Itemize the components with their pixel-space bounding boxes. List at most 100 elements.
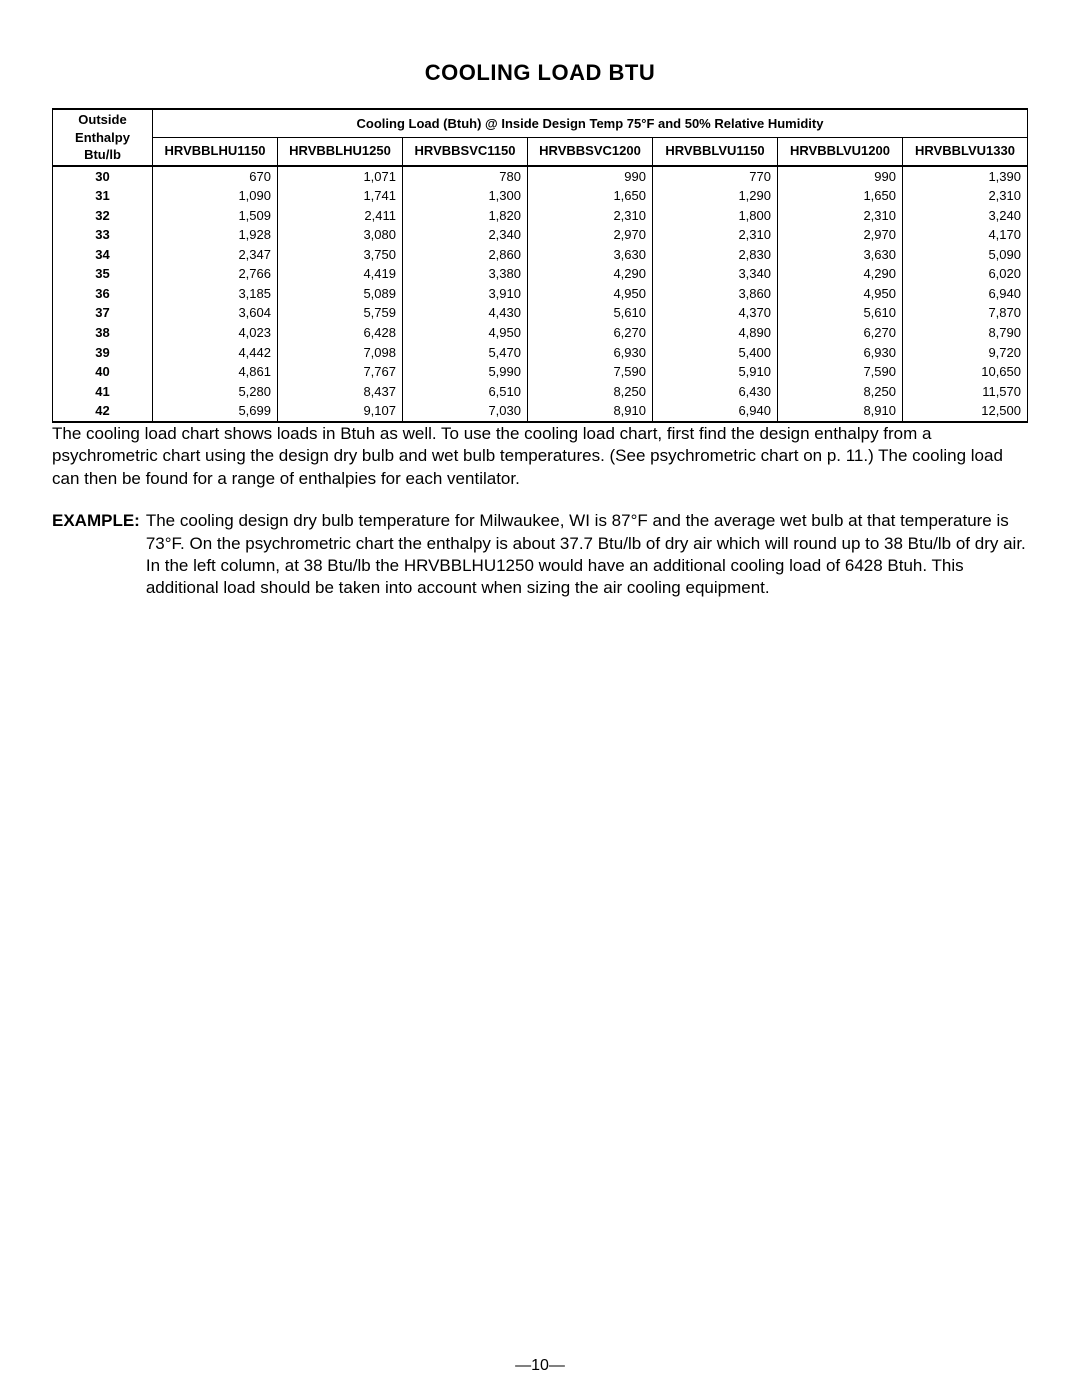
value-cell: 1,300: [403, 186, 528, 206]
value-cell: 1,820: [403, 206, 528, 226]
table-row: 394,4427,0985,4706,9305,4006,9309,720: [53, 343, 1028, 363]
value-cell: 9,107: [278, 401, 403, 422]
value-cell: 1,290: [653, 186, 778, 206]
value-cell: 4,890: [653, 323, 778, 343]
value-cell: 6,510: [403, 382, 528, 402]
value-cell: 6,430: [653, 382, 778, 402]
value-cell: 2,347: [153, 245, 278, 265]
model-header: HRVBBLVU1150: [653, 137, 778, 165]
example-block: EXAMPLE: The cooling design dry bulb tem…: [52, 510, 1028, 600]
value-cell: 4,950: [528, 284, 653, 304]
value-cell: 2,310: [903, 186, 1028, 206]
table-row: 363,1855,0893,9104,9503,8604,9506,940: [53, 284, 1028, 304]
value-cell: 4,023: [153, 323, 278, 343]
value-cell: 5,759: [278, 303, 403, 323]
value-cell: 5,400: [653, 343, 778, 363]
value-cell: 3,604: [153, 303, 278, 323]
value-cell: 770: [653, 166, 778, 187]
value-cell: 3,185: [153, 284, 278, 304]
value-cell: 2,310: [778, 206, 903, 226]
value-cell: 7,590: [528, 362, 653, 382]
value-cell: 7,030: [403, 401, 528, 422]
value-cell: 780: [403, 166, 528, 187]
value-cell: 8,250: [528, 382, 653, 402]
enthalpy-cell: 36: [53, 284, 153, 304]
table-row: 415,2808,4376,5108,2506,4308,25011,570: [53, 382, 1028, 402]
enthalpy-cell: 37: [53, 303, 153, 323]
value-cell: 8,910: [778, 401, 903, 422]
value-cell: 5,910: [653, 362, 778, 382]
value-cell: 1,741: [278, 186, 403, 206]
value-cell: 5,090: [903, 245, 1028, 265]
enthalpy-cell: 38: [53, 323, 153, 343]
value-cell: 5,610: [528, 303, 653, 323]
value-cell: 4,430: [403, 303, 528, 323]
value-cell: 6,270: [778, 323, 903, 343]
enthalpy-cell: 35: [53, 264, 153, 284]
value-cell: 2,860: [403, 245, 528, 265]
enthalpy-cell: 39: [53, 343, 153, 363]
value-cell: 5,470: [403, 343, 528, 363]
value-cell: 6,270: [528, 323, 653, 343]
value-cell: 7,590: [778, 362, 903, 382]
value-cell: 4,370: [653, 303, 778, 323]
value-cell: 6,930: [528, 343, 653, 363]
enthalpy-cell: 41: [53, 382, 153, 402]
value-cell: 4,290: [778, 264, 903, 284]
value-cell: 3,080: [278, 225, 403, 245]
value-cell: 3,630: [528, 245, 653, 265]
value-cell: 990: [528, 166, 653, 187]
value-cell: 8,437: [278, 382, 403, 402]
table-row: 425,6999,1077,0308,9106,9408,91012,500: [53, 401, 1028, 422]
example-label: EXAMPLE:: [52, 510, 146, 600]
value-cell: 1,650: [528, 186, 653, 206]
table-row: 321,5092,4111,8202,3101,8002,3103,240: [53, 206, 1028, 226]
enthalpy-cell: 31: [53, 186, 153, 206]
table-row: 342,3473,7502,8603,6302,8303,6305,090: [53, 245, 1028, 265]
enthalpy-cell: 34: [53, 245, 153, 265]
value-cell: 2,970: [528, 225, 653, 245]
table-row: 331,9283,0802,3402,9702,3102,9704,170: [53, 225, 1028, 245]
value-cell: 1,390: [903, 166, 1028, 187]
value-cell: 4,861: [153, 362, 278, 382]
value-cell: 11,570: [903, 382, 1028, 402]
value-cell: 8,910: [528, 401, 653, 422]
value-cell: 1,509: [153, 206, 278, 226]
page-title: COOLING LOAD BTU: [52, 60, 1028, 86]
table-row: 306701,0717809907709901,390: [53, 166, 1028, 187]
value-cell: 990: [778, 166, 903, 187]
value-cell: 2,310: [653, 225, 778, 245]
value-cell: 3,630: [778, 245, 903, 265]
table-row: 373,6045,7594,4305,6104,3705,6107,870: [53, 303, 1028, 323]
row-label-header: Outside Enthalpy Btu/lb: [53, 109, 153, 166]
value-cell: 3,340: [653, 264, 778, 284]
value-cell: 1,650: [778, 186, 903, 206]
value-cell: 4,442: [153, 343, 278, 363]
value-cell: 2,340: [403, 225, 528, 245]
value-cell: 2,411: [278, 206, 403, 226]
table-row: 352,7664,4193,3804,2903,3404,2906,020: [53, 264, 1028, 284]
value-cell: 8,790: [903, 323, 1028, 343]
value-cell: 9,720: [903, 343, 1028, 363]
value-cell: 7,870: [903, 303, 1028, 323]
model-header: HRVBBLHU1150: [153, 137, 278, 165]
model-header: HRVBBSVC1200: [528, 137, 653, 165]
value-cell: 12,500: [903, 401, 1028, 422]
value-cell: 3,240: [903, 206, 1028, 226]
table-row: 384,0236,4284,9506,2704,8906,2708,790: [53, 323, 1028, 343]
enthalpy-cell: 40: [53, 362, 153, 382]
value-cell: 5,280: [153, 382, 278, 402]
value-cell: 4,419: [278, 264, 403, 284]
value-cell: 3,750: [278, 245, 403, 265]
value-cell: 4,950: [778, 284, 903, 304]
model-header-row: HRVBBLHU1150HRVBBLHU1250HRVBBSVC1150HRVB…: [53, 137, 1028, 165]
model-header: HRVBBLVU1330: [903, 137, 1028, 165]
model-header: HRVBBLVU1200: [778, 137, 903, 165]
value-cell: 7,098: [278, 343, 403, 363]
document-page: COOLING LOAD BTU Outside Enthalpy Btu/lb…: [0, 0, 1080, 1397]
enthalpy-cell: 42: [53, 401, 153, 422]
page-number: —10—: [0, 1357, 1080, 1375]
value-cell: 3,380: [403, 264, 528, 284]
value-cell: 5,610: [778, 303, 903, 323]
value-cell: 1,090: [153, 186, 278, 206]
